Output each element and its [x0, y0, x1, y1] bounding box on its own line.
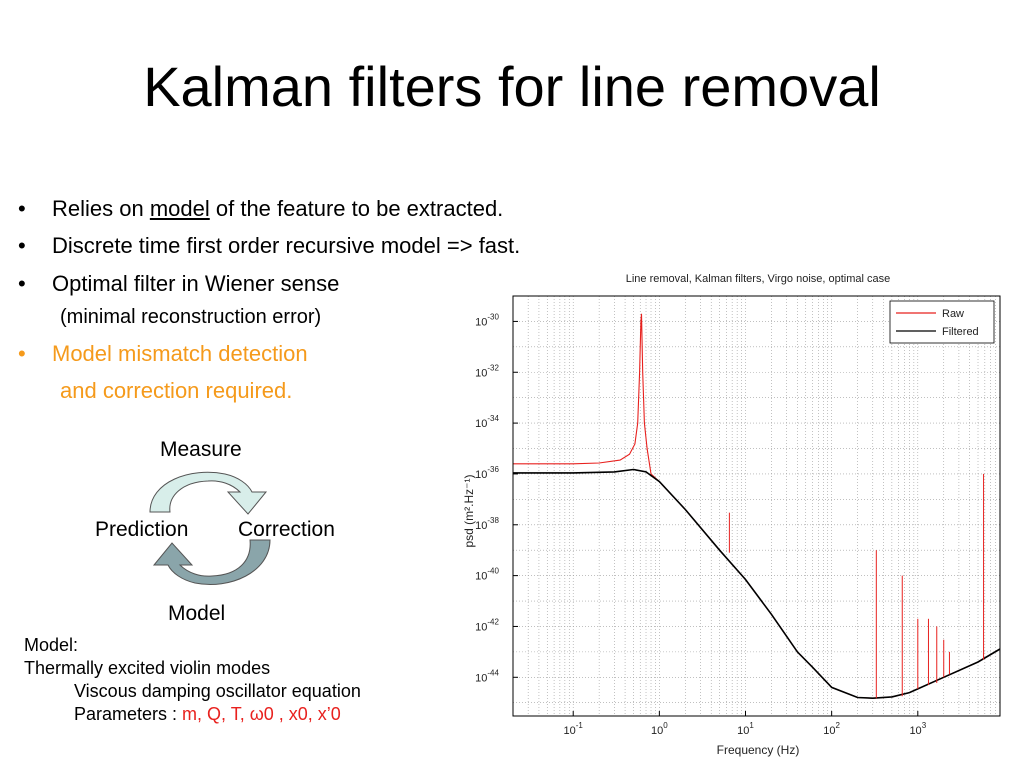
bullet-underlined-word: model [149, 196, 210, 221]
bullet-text: Relies on [52, 196, 150, 221]
bullet-text: of the feature to be extracted. [209, 196, 504, 221]
x-tick-label: 103 [909, 721, 926, 737]
y-tick-exponent: -40 [487, 567, 499, 576]
x-tick-exponent: 1 [749, 721, 754, 730]
x-tick-label: 101 [737, 721, 754, 737]
series-line-filtered [513, 468, 1001, 700]
y-tick-label: 10-30 [475, 312, 499, 328]
y-tick-label: 10-44 [475, 668, 499, 684]
cycle-label-measure: Measure [160, 438, 242, 461]
notes-line: Model: [24, 635, 79, 655]
bullet-symbol: • [18, 233, 26, 258]
legend-box [889, 300, 995, 344]
cycle-label-prediction: Prediction [95, 518, 189, 541]
axes-frame [512, 295, 1001, 717]
plot-area [513, 296, 1000, 716]
x-tick-exponent: -1 [576, 721, 584, 730]
params-label: Parameters : [74, 704, 183, 724]
y-tick-exponent: -38 [487, 516, 499, 525]
bullet-symbol: • [18, 271, 26, 296]
x-tick-label: 10-1 [564, 721, 584, 737]
notes-line: Viscous damping oscillator equation [74, 681, 361, 701]
bullet-continuation: and correction required. [60, 378, 293, 403]
bullet-text: Model mismatch detection [52, 341, 308, 366]
y-tick-label: 10-36 [475, 465, 499, 481]
y-tick-label: 10-42 [475, 617, 499, 633]
chart-title: Line removal, Kalman filters, Virgo nois… [626, 273, 891, 285]
cycle-label-model: Model [168, 602, 226, 625]
x-tick-label: 102 [823, 721, 840, 737]
x-tick-exponent: 3 [922, 721, 927, 730]
y-axis-label: psd (m².Hz⁻¹) [462, 475, 476, 548]
y-tick-exponent: -36 [487, 465, 499, 474]
series-group [513, 313, 1001, 700]
x-tick-exponent: 2 [836, 721, 841, 730]
y-tick-label: 10-32 [475, 363, 499, 379]
legend-label-filtered: Filtered [942, 326, 979, 338]
x-tick-label: 100 [651, 721, 668, 737]
slide-title: Kalman filters for line removal [143, 55, 881, 118]
x-axis-label: Frequency (Hz) [717, 743, 800, 757]
bullet-symbol: • [18, 196, 26, 221]
bullet-symbol: • [18, 341, 26, 366]
notes-line: Thermally excited violin modes [24, 658, 271, 678]
model-notes: Model: Thermally excited violin modes Vi… [24, 634, 361, 726]
grid [512, 295, 1001, 716]
psd-chart: Line removal, Kalman filters, Virgo nois… [462, 273, 1001, 757]
y-tick-exponent: -30 [487, 312, 499, 321]
notes-params: Parameters : m, Q, T, ω0 , x0, x’0 [24, 703, 361, 726]
bullet-subline: (minimal reconstruction error) [60, 306, 322, 328]
cycle-arrows [149, 471, 271, 585]
cycle-label-correction: Correction [238, 518, 335, 541]
bullet-text: Discrete time first order recursive mode… [52, 233, 521, 258]
cycle-arrow-bottom [152, 539, 271, 585]
x-tick-exponent: 0 [663, 721, 668, 730]
y-tick-label: 10-38 [475, 516, 499, 532]
y-tick-exponent: -34 [487, 414, 499, 423]
params-values: m, Q, T, ω0 , x0, x’0 [182, 704, 341, 724]
cycle-arrow-top [149, 471, 268, 515]
legend: Raw Filtered [889, 300, 995, 344]
y-tick-exponent: -32 [487, 363, 499, 372]
y-tick-exponent: -42 [487, 617, 499, 626]
bullet-text: Optimal filter in Wiener sense [52, 271, 340, 296]
y-tick-label: 10-40 [475, 567, 499, 583]
y-tick-exponent: -44 [487, 668, 499, 677]
y-tick-label: 10-34 [475, 414, 499, 430]
legend-label-raw: Raw [942, 308, 964, 320]
